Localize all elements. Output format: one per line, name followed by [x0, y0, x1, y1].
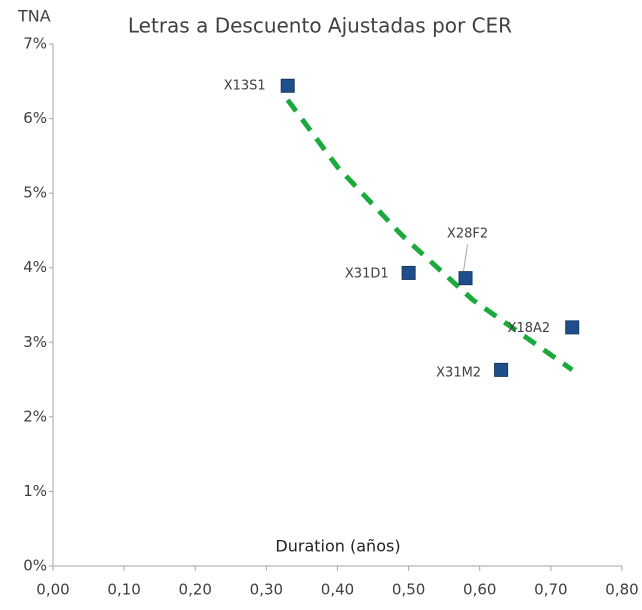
- y-tick-label: 3%: [23, 333, 47, 351]
- x-tick-label: 0,30: [250, 581, 283, 599]
- x-tick-label: 0,60: [463, 581, 496, 599]
- marker: [565, 320, 580, 335]
- leader-line: [463, 244, 469, 272]
- marker: [401, 265, 416, 280]
- x-tick-label: 0,00: [36, 581, 69, 599]
- x-axis-label: Duration (años): [275, 537, 400, 556]
- marker: [494, 362, 509, 377]
- y-tick-label: 4%: [23, 258, 47, 276]
- x-tick-label: 0,80: [605, 581, 638, 599]
- y-tick-label: 0%: [23, 557, 47, 575]
- marker: [280, 78, 295, 93]
- point-label: X28F2: [447, 227, 488, 242]
- y-tick-label: 6%: [23, 109, 47, 127]
- y-axis-label: TNA: [17, 7, 51, 26]
- y-tick-label: 2%: [23, 407, 47, 425]
- x-tick-label: 0,70: [534, 581, 567, 599]
- y-tick-label: 5%: [23, 184, 47, 202]
- point-label: X31D1: [345, 266, 389, 281]
- point-label: X18A2: [508, 321, 551, 336]
- point-label: X31M2: [436, 365, 481, 380]
- x-tick-label: 0,50: [392, 581, 425, 599]
- x-tick-label: 0,40: [321, 581, 354, 599]
- point-label: X13S1: [224, 78, 266, 93]
- y-tick-label: 7%: [23, 35, 47, 53]
- chart-title: Letras a Descuento Ajustadas por CER: [128, 14, 512, 38]
- marker: [458, 271, 473, 286]
- x-tick-label: 0,10: [107, 581, 140, 599]
- x-tick-label: 0,20: [179, 581, 212, 599]
- y-tick-label: 1%: [23, 482, 47, 500]
- trendline: [285, 98, 574, 372]
